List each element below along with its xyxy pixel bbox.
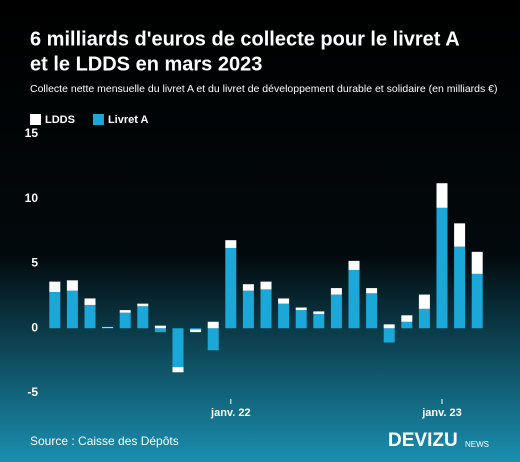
bar-segment	[66, 290, 78, 329]
bar-segment	[260, 289, 272, 329]
bar-segment	[383, 324, 395, 329]
chart-title: et le LDDS en mars 2023	[30, 53, 262, 75]
x-tick-label: janv. 22	[210, 407, 251, 419]
legend-swatch	[92, 114, 104, 125]
bar-segment	[225, 247, 237, 329]
bar-segment	[330, 294, 342, 329]
bar-segment	[348, 260, 360, 270]
x-tick-label: janv. 23	[421, 407, 462, 419]
logo: DEVIZU	[388, 430, 458, 451]
bar-segment	[295, 310, 307, 329]
bar-segment	[401, 321, 413, 329]
bar-segment	[137, 303, 149, 307]
bar-segment	[119, 312, 131, 329]
bar-segment	[242, 290, 254, 329]
chart-title: 6 milliards d'euros de collecte pour le …	[30, 28, 460, 50]
bar-segment	[313, 314, 325, 329]
bar-segment	[66, 280, 78, 291]
bar-segment	[366, 288, 378, 294]
bar-segment	[295, 307, 307, 311]
bar-segment	[418, 308, 430, 329]
bar-segment	[330, 288, 342, 295]
bar-segment	[348, 269, 360, 329]
bar-segment	[84, 298, 96, 305]
legend-swatch	[30, 114, 41, 125]
bar-segment	[313, 311, 325, 315]
source: Source : Caisse des Dépôts	[30, 434, 179, 448]
legend-label: LDDS	[45, 114, 75, 126]
bar-segment	[137, 306, 149, 329]
bar-segment	[401, 315, 413, 322]
bar-segment	[454, 246, 466, 329]
bar-segment	[278, 303, 290, 329]
bar-segment	[471, 273, 483, 329]
y-tick-label: 0	[31, 320, 38, 334]
bar-segment	[383, 328, 395, 343]
y-tick-label: 15	[25, 126, 39, 140]
bar-segment	[242, 284, 254, 291]
bar-segment	[278, 298, 290, 304]
y-tick-label: -5	[27, 385, 38, 399]
bar-segment	[436, 207, 448, 329]
y-tick-label: 5	[31, 256, 38, 270]
bar-segment	[154, 328, 166, 333]
bar-segment	[49, 291, 61, 329]
bar-segment	[84, 304, 96, 329]
bar-segment	[225, 240, 237, 248]
bar-segment	[260, 281, 272, 290]
y-tick-label: 10	[25, 191, 39, 205]
bar-segment	[102, 326, 114, 328]
bar-segment	[190, 328, 202, 330]
bar-segment	[154, 325, 166, 329]
bar-segment	[418, 294, 430, 309]
bar-segment	[172, 328, 184, 368]
bar-segment	[207, 328, 219, 351]
bar-segment	[436, 183, 448, 208]
legend-label: Livret A	[108, 114, 149, 126]
bar-segment	[471, 251, 483, 274]
bar-segment	[102, 327, 114, 329]
bar-segment	[119, 310, 131, 313]
chart-subtitle: Collecte nette mensuelle du livret A et …	[30, 83, 498, 95]
bar-segment	[49, 281, 61, 292]
bar-segment	[454, 223, 466, 247]
bar-segment	[190, 329, 202, 333]
logo-sub: NEWS	[465, 440, 489, 449]
bar-segment	[172, 367, 184, 373]
bar-segment	[366, 293, 378, 329]
bar-segment	[207, 321, 219, 329]
